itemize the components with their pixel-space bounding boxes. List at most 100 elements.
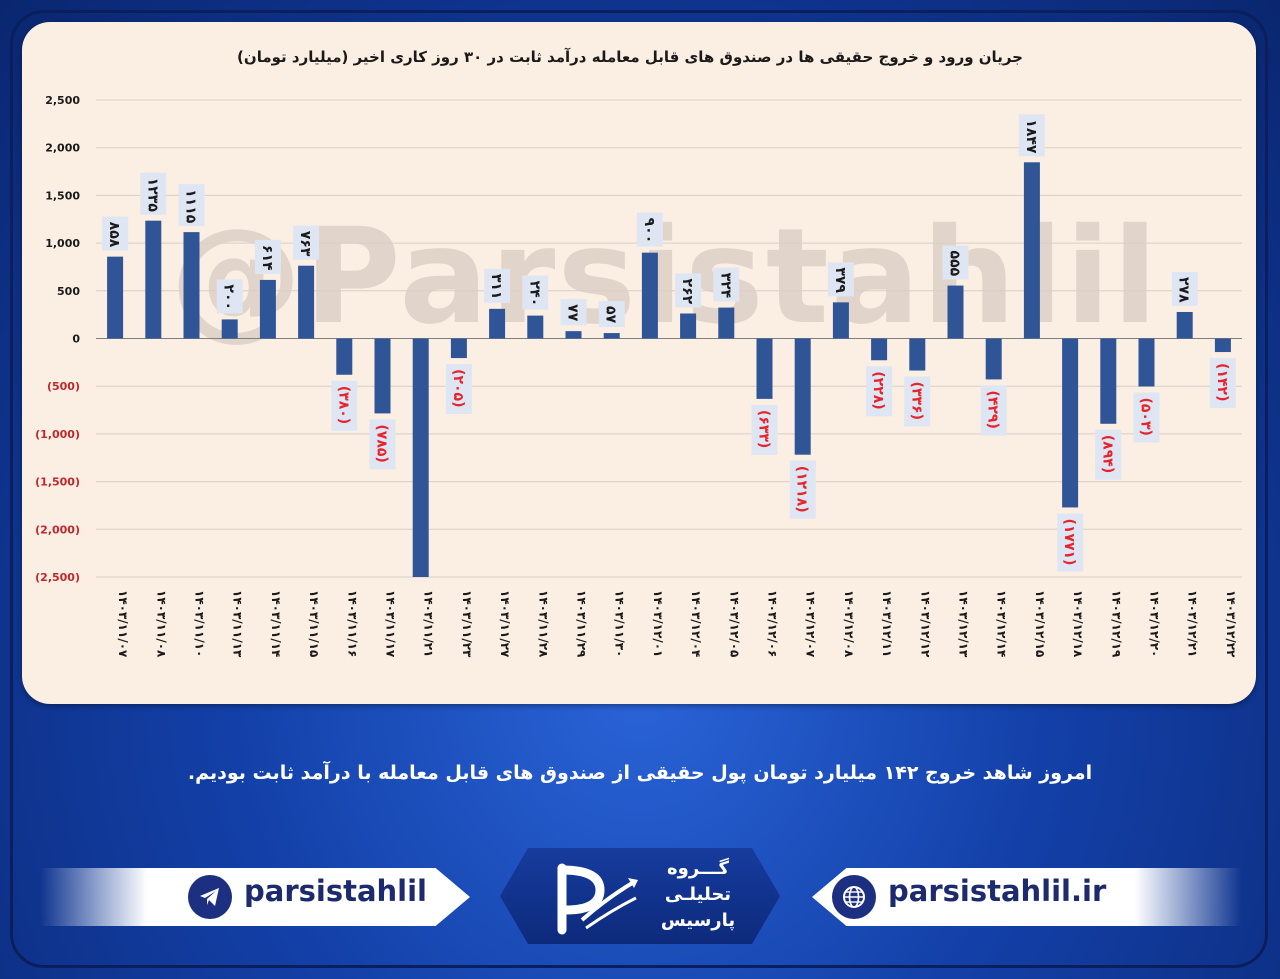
x-tick-label: ۱۴۰۳/۱۲/۲۲: [1224, 590, 1238, 658]
x-tick-label: ۱۴۰۳/۱۲/۱۲: [918, 590, 932, 658]
bar: [107, 256, 124, 339]
logo-line-2: تحلیلـی: [664, 884, 732, 905]
data-label: ۲۷۸: [1176, 277, 1192, 303]
y-tick-label: (1,000): [35, 428, 80, 441]
data-label: ۸۵۸: [106, 222, 122, 248]
x-tick-label: ۱۴۰۳/۱۱/۰۷: [116, 590, 130, 658]
data-label: (۴۲۹): [985, 390, 1001, 428]
bar: [145, 220, 162, 339]
data-label-box: [560, 299, 587, 326]
bar: [374, 338, 391, 414]
bar: [985, 338, 1002, 380]
data-label: (۷۸۵): [374, 424, 390, 462]
data-label: ۱۱۱۵: [183, 189, 199, 224]
data-label: ۱۲۳۵: [144, 178, 160, 213]
data-label: ۳۷۹: [832, 267, 848, 293]
logo-line-1: گـــروه: [667, 858, 729, 879]
x-tick-label: ۱۴۰۳/۱۲/۱۹: [1109, 590, 1123, 658]
data-label-box: [751, 404, 778, 455]
data-label-box: [598, 301, 625, 328]
bar: [221, 319, 238, 339]
x-tick-label: ۱۴۰۳/۱۲/۰۷: [804, 590, 818, 658]
y-tick-label: (500): [47, 380, 80, 393]
bar: [756, 338, 773, 399]
x-tick-label: ۱۴۰۳/۱۱/۱۵: [307, 590, 321, 657]
x-tick-label: ۱۴۰۳/۱۱/۱۴: [269, 590, 283, 657]
x-tick-label: ۱۴۰۳/۱۲/۲۰: [1148, 590, 1162, 657]
telegram-handle[interactable]: parsistahlil: [244, 874, 427, 908]
data-label: ۱۸۴۷: [1023, 119, 1039, 154]
x-tick-label: ۱۴۰۳/۱۲/۰۴: [689, 590, 703, 657]
bar: [947, 285, 964, 339]
x-tick-label: ۱۴۰۳/۱۱/۱۷: [384, 590, 398, 658]
data-label-box: [140, 172, 167, 215]
caption-text: امروز شاهد خروج ۱۴۲ میلیارد تومان پول حق…: [187, 762, 1093, 784]
data-label-box: [1209, 358, 1236, 409]
bar: [1062, 338, 1079, 508]
x-tick-label: ۱۴۰۳/۱۱/۱۶: [345, 590, 359, 657]
bar: [794, 338, 811, 455]
data-label: (۸۹۴): [1099, 435, 1115, 473]
bar: [527, 315, 544, 339]
data-label-box: [980, 385, 1007, 436]
data-label: (۱۴۲): [1214, 363, 1230, 401]
chart-card: [22, 22, 1256, 704]
bar: [259, 279, 276, 339]
telegram-band: [40, 868, 470, 926]
data-label-box: [713, 267, 740, 302]
data-label: ۲۰۰: [221, 284, 237, 310]
data-label-box: [216, 279, 243, 314]
y-tick-label: 1,500: [45, 189, 80, 202]
x-tick-label: ۱۴۰۳/۱۱/۲۸: [536, 590, 550, 658]
bar: [871, 338, 888, 361]
data-label: ۶۱۴: [259, 245, 275, 271]
data-label-box: [522, 275, 549, 310]
x-tick-label: ۱۴۰۳/۱۱/۱۰: [193, 590, 207, 657]
data-label: ۲۶۲: [679, 279, 695, 305]
data-label: ۳۲۴: [717, 273, 733, 299]
bar: [909, 338, 926, 371]
telegram-icon[interactable]: [188, 875, 232, 919]
data-label-box: [331, 380, 358, 431]
data-label: (۵۰۳): [1138, 397, 1154, 435]
data-label: ۲۴۰: [526, 281, 542, 307]
data-label: ۷۶۳: [297, 231, 313, 257]
x-tick-label: ۱۴۰۳/۱۱/۲۹: [575, 590, 589, 658]
bar: [565, 331, 582, 339]
bar: [603, 333, 620, 339]
data-label: ۵۵۵: [947, 251, 963, 277]
x-tick-label: ۱۴۰۳/۱۱/۲۷: [498, 590, 512, 658]
data-label-box: [1171, 271, 1198, 306]
bar: [1214, 338, 1231, 353]
logo-line-3: پارسیس: [660, 910, 736, 931]
data-label-box: [942, 245, 969, 280]
data-label: (۶۳۳): [756, 410, 772, 448]
bar: [489, 308, 506, 339]
y-tick-label: 2,000: [45, 142, 80, 155]
watermark: @Parsistahlil: [170, 200, 1160, 354]
y-tick-label: 1,000: [45, 237, 80, 250]
data-label: ۳۱۱: [488, 274, 504, 300]
globe-icon[interactable]: [832, 875, 876, 919]
data-label-box: [827, 262, 854, 297]
data-label-box: [789, 460, 816, 519]
bar: [1176, 311, 1193, 339]
data-label-box: [369, 419, 396, 470]
website-link[interactable]: parsistahlil.ir: [888, 874, 1107, 908]
chart-title: جریان ورود و خروج حقیقی ها در صندوق های …: [237, 48, 1023, 66]
data-label: (۳۸۰): [335, 386, 351, 424]
data-label-box: [484, 268, 511, 303]
data-label-box: [1057, 513, 1084, 572]
data-label: (۱۷۷۱): [1061, 518, 1077, 565]
data-label-box: [178, 184, 205, 227]
x-tick-label: ۱۴۰۳/۱۱/۱۳: [231, 590, 245, 658]
bar: [336, 338, 353, 375]
x-tick-label: ۱۴۰۳/۱۲/۱۸: [1071, 590, 1085, 658]
bar: [641, 252, 658, 339]
data-label: (۳۳۶): [908, 382, 924, 420]
y-tick-label: 0: [72, 333, 80, 346]
bar: [1138, 338, 1155, 387]
x-tick-label: ۱۴۰۳/۱۱/۲۱: [422, 590, 436, 657]
y-tick-label: (2,000): [35, 523, 80, 536]
